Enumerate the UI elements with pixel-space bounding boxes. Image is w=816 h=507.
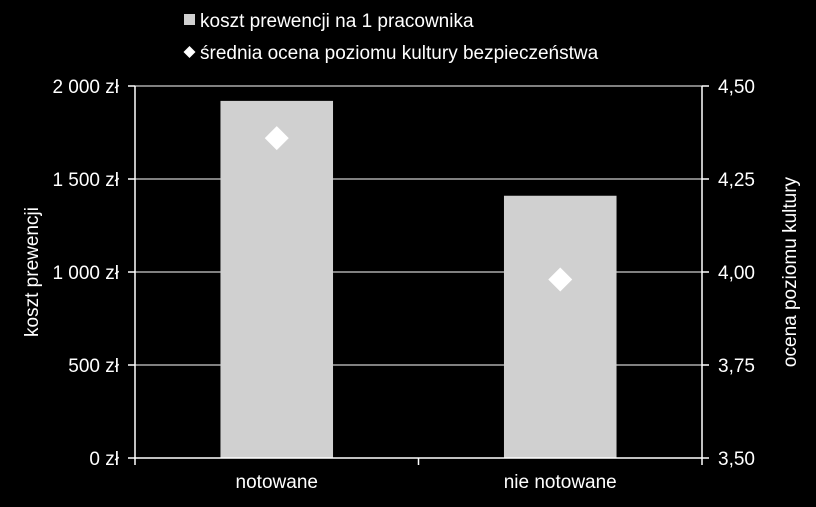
right-tick-label: 4,50 xyxy=(718,77,755,98)
left-tick-label: 1 000 zł xyxy=(52,263,119,284)
left-tick-label: 0 zł xyxy=(89,449,119,470)
data-point xyxy=(548,267,573,292)
point-series xyxy=(264,126,573,292)
right-tick-label: 4,00 xyxy=(718,263,755,284)
x-tick-label: nie notowane xyxy=(504,472,617,493)
bar xyxy=(220,100,334,458)
data-point xyxy=(264,126,289,151)
bar-series xyxy=(220,100,617,459)
right-tick-label: 3,50 xyxy=(718,449,755,470)
legend-diamond-marker xyxy=(183,46,196,58)
left-tick-label: 1 500 zł xyxy=(52,170,119,191)
bar xyxy=(503,195,617,459)
legend-square-marker xyxy=(184,14,195,25)
chart-legend: koszt prewencji na 1 pracownika średnia o… xyxy=(183,11,599,64)
left-axis-title: koszt prewencji xyxy=(22,207,43,337)
legend-label: koszt prewencji na 1 pracownika xyxy=(200,11,474,32)
right-tick-label: 4,25 xyxy=(718,170,755,191)
right-axis-title: ocena poziomu kultury xyxy=(780,176,801,367)
x-tick-label: notowane xyxy=(236,472,318,493)
legend-label: średnia ocena poziomu kultury bezpieczeń… xyxy=(200,43,599,64)
axes: notowane nie notowane 0 zł 500 zł 1 000 zł 1 … xyxy=(22,77,801,493)
right-tick-label: 3,75 xyxy=(718,356,755,377)
left-tick-label: 500 zł xyxy=(68,356,119,377)
gridlines xyxy=(135,85,702,366)
left-tick-label: 2 000 zł xyxy=(52,77,119,98)
